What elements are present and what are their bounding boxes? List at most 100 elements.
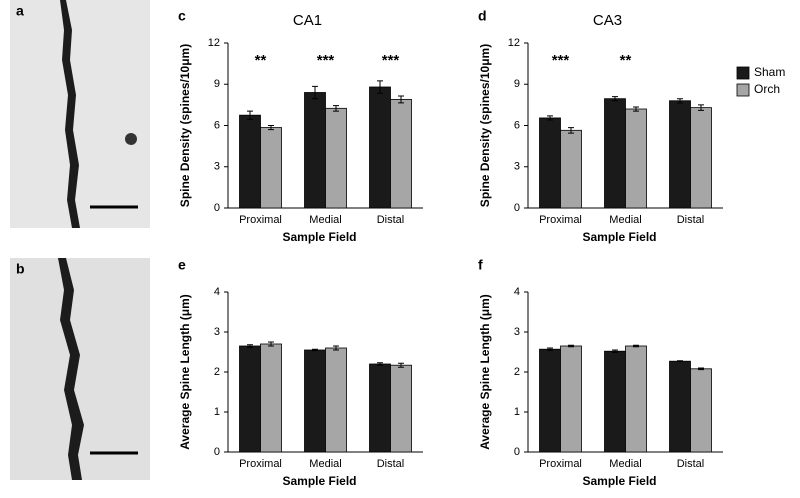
- y-axis-label: Spine Density (spines/10μm): [478, 44, 492, 207]
- panel-label: f: [478, 257, 483, 273]
- y-tick-label: 0: [514, 446, 520, 458]
- x-tick-label: Proximal: [539, 214, 582, 226]
- bar: [604, 350, 626, 453]
- y-tick-label: 3: [514, 326, 520, 338]
- bar: [325, 347, 347, 453]
- error-bar: [568, 344, 574, 348]
- bar: [304, 349, 326, 453]
- error-bar: [677, 360, 683, 363]
- error-bar: [398, 362, 404, 368]
- y-tick-label: 1: [214, 406, 220, 418]
- error-bar: [547, 347, 553, 351]
- panel-label: a: [16, 3, 24, 19]
- y-tick-label: 12: [508, 37, 520, 49]
- bar: [560, 345, 582, 453]
- y-tick-label: 0: [514, 202, 520, 214]
- x-tick-label: Medial: [309, 214, 341, 226]
- x-axis-label: Sample Field: [582, 474, 656, 488]
- error-bar: [377, 362, 383, 366]
- cell: [125, 133, 137, 145]
- x-tick-label: Medial: [609, 458, 641, 470]
- x-axis-label: Sample Field: [282, 474, 356, 488]
- bar: [369, 363, 391, 453]
- x-tick-label: Distal: [677, 458, 705, 470]
- bar: [390, 98, 412, 209]
- significance: ***: [317, 52, 335, 69]
- x-tick-label: Proximal: [239, 214, 282, 226]
- error-bar: [568, 127, 574, 134]
- y-axis-label: Spine Density (spines/10μm): [178, 44, 192, 207]
- error-bar: [377, 80, 383, 94]
- y-tick-label: 3: [214, 326, 220, 338]
- bar: [690, 107, 712, 209]
- x-axis-label: Sample Field: [582, 230, 656, 244]
- micrograph-bg: [10, 258, 150, 480]
- significance: **: [255, 52, 267, 69]
- panel-label: b: [16, 261, 25, 277]
- bar: [239, 345, 261, 453]
- bar: [260, 343, 282, 453]
- error-bar: [612, 349, 618, 353]
- bar: [539, 117, 561, 209]
- y-tick-label: 4: [214, 286, 220, 298]
- legend-label: Sham: [754, 65, 785, 79]
- x-tick-label: Distal: [377, 214, 405, 226]
- bar: [260, 127, 282, 209]
- panel-label: d: [478, 8, 487, 24]
- y-tick-label: 9: [214, 78, 220, 90]
- y-tick-label: 3: [514, 161, 520, 173]
- significance: ***: [382, 52, 400, 69]
- error-bar: [547, 115, 553, 121]
- error-bar: [312, 85, 318, 100]
- micrograph-a: a: [10, 0, 150, 228]
- y-axis-label: Average Spine Length (μm): [478, 294, 492, 450]
- y-tick-label: 0: [214, 202, 220, 214]
- bar: [604, 98, 626, 209]
- x-tick-label: Distal: [677, 214, 705, 226]
- y-tick-label: 6: [214, 119, 220, 131]
- bar: [690, 368, 712, 453]
- error-bar: [312, 348, 318, 352]
- legend-label: Orch: [754, 82, 780, 96]
- bar: [560, 129, 582, 209]
- bar: [369, 86, 391, 209]
- error-bar: [247, 344, 253, 348]
- bar: [390, 364, 412, 453]
- bar: [239, 114, 261, 209]
- x-tick-label: Medial: [609, 214, 641, 226]
- error-bar: [698, 104, 704, 111]
- panel-label: c: [178, 8, 186, 24]
- chart-title: CA3: [593, 12, 622, 29]
- error-bar: [333, 105, 339, 112]
- bar: [539, 348, 561, 453]
- y-tick-label: 4: [514, 286, 520, 298]
- dendrite: [58, 258, 84, 480]
- y-tick-label: 9: [514, 78, 520, 90]
- panel-label: e: [178, 257, 186, 273]
- y-tick-label: 6: [514, 119, 520, 131]
- bar: [625, 345, 647, 453]
- chart-title: CA1: [293, 12, 322, 29]
- error-bar: [677, 98, 683, 104]
- error-bar: [247, 110, 253, 120]
- y-tick-label: 2: [514, 366, 520, 378]
- dendrite: [60, 0, 80, 228]
- y-tick-label: 3: [214, 161, 220, 173]
- error-bar: [633, 106, 639, 112]
- error-bar: [612, 96, 618, 102]
- y-tick-label: 1: [514, 406, 520, 418]
- error-bar: [268, 341, 274, 347]
- x-tick-label: Proximal: [239, 458, 282, 470]
- y-tick-label: 0: [214, 446, 220, 458]
- bar: [669, 360, 691, 453]
- x-tick-label: Medial: [309, 458, 341, 470]
- error-bar: [333, 345, 339, 351]
- bar: [669, 100, 691, 209]
- bar: [625, 108, 647, 209]
- bar: [325, 107, 347, 209]
- y-tick-label: 12: [208, 37, 220, 49]
- y-axis-label: Average Spine Length (μm): [178, 294, 192, 450]
- error-bar: [633, 344, 639, 348]
- x-tick-label: Distal: [377, 458, 405, 470]
